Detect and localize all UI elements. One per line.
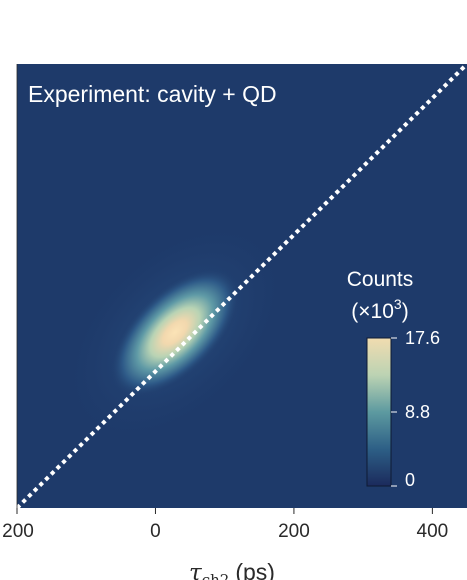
- intensity-peak: [109, 267, 241, 398]
- x-tick-label: 200: [2, 521, 34, 542]
- x-tick-label: 200: [278, 521, 310, 542]
- x-tick-label: 400: [417, 521, 449, 542]
- colorbar-title: Counts: [347, 268, 414, 291]
- colorbar-bar: [366, 337, 392, 487]
- colorbar-tick-label: 0: [405, 470, 415, 490]
- chart-title: Experiment: cavity + QD: [28, 81, 277, 107]
- colorbar-unit: (×103): [351, 296, 408, 323]
- diagonal-line: [17, 64, 467, 508]
- colorbar-tick-label: 8.8: [405, 402, 430, 422]
- x-tick-label: 0: [150, 521, 161, 542]
- colorbar: Counts (×103) 17.6 8.8 0: [347, 268, 440, 490]
- x-axis-label: τch2 (ps): [189, 559, 275, 580]
- colorbar-tick-label: 17.6: [405, 328, 440, 348]
